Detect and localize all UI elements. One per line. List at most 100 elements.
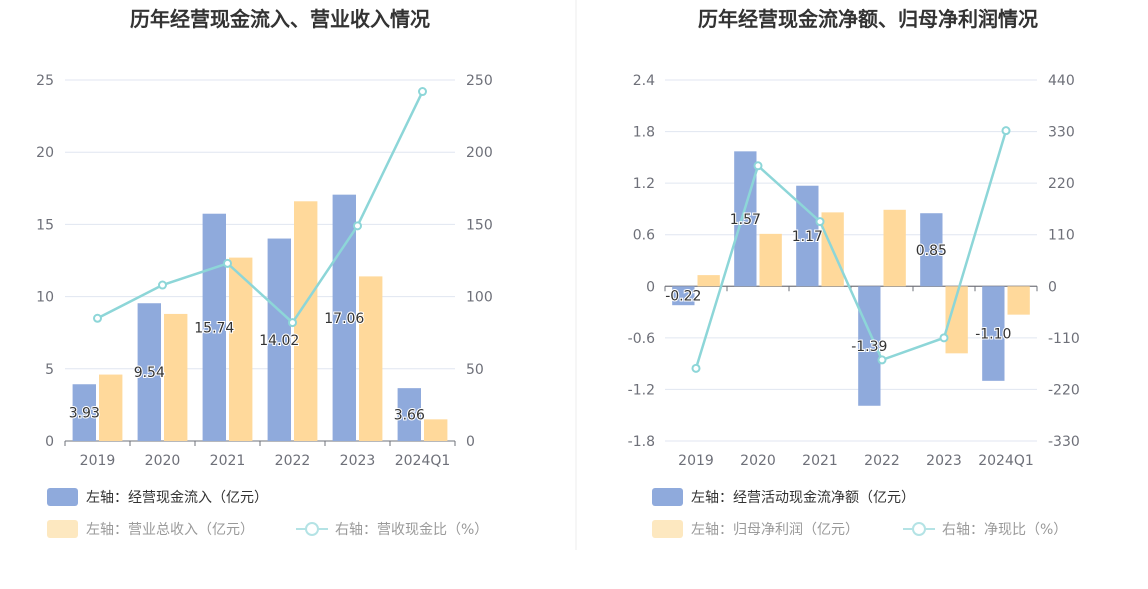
right-tick-label: 0 (1048, 279, 1057, 295)
bar-series-1 (920, 213, 943, 287)
left-tick-label: 15 (36, 217, 54, 233)
bar-data-label: 9.54 (134, 365, 165, 381)
bar-series-2 (229, 257, 253, 441)
bar-series-2 (883, 209, 906, 287)
right-tick-label: 200 (466, 145, 493, 161)
chart-1-legend-swatch-2[interactable] (47, 520, 78, 538)
left-tick-label: 20 (36, 145, 54, 161)
bar-data-label: 1.17 (792, 229, 823, 245)
bar-series-1 (267, 238, 291, 441)
chart-1-bars (72, 194, 448, 441)
chart-1-title: 历年经营现金流入、营业收入情况 (130, 7, 430, 31)
bar-series-1 (672, 286, 695, 306)
left-tick-label: -1.2 (628, 382, 655, 398)
bar-series-2 (945, 286, 968, 354)
chart-2-title: 历年经营现金流净额、归母净利润情况 (698, 7, 1038, 31)
x-tick-label: 2021 (210, 453, 246, 469)
line-point (877, 355, 887, 365)
chart-2-legend: 左轴：经营活动现金流净额（亿元） 左轴：归母净利润（亿元） 右轴：净现比（%） (652, 488, 1067, 538)
right-tick-label: 0 (466, 434, 475, 450)
bar-series-1 (72, 384, 96, 441)
right-tick-label: 440 (1048, 73, 1075, 89)
bar-series-2 (759, 233, 782, 287)
left-tick-label: 5 (45, 362, 54, 378)
line-point (223, 258, 232, 268)
chart-2-legend-label-2[interactable]: 左轴：归母净利润（亿元） (691, 521, 859, 538)
bar-data-label: -0.22 (665, 289, 701, 305)
bar-series-2 (164, 313, 188, 441)
line-point (158, 280, 167, 290)
chart-2-legend-line-swatch[interactable] (903, 522, 935, 536)
bar-data-label: 0.85 (916, 243, 947, 259)
chart-2-line-series (691, 126, 1011, 373)
x-tick-label: 2023 (926, 453, 962, 469)
line-point (753, 161, 763, 171)
chart-1-legend-line-swatch[interactable] (296, 522, 328, 536)
right-tick-label: -330 (1048, 434, 1080, 450)
chart-2-bars (672, 151, 1030, 406)
left-tick-label: 0.6 (633, 228, 655, 244)
right-tick-label: -110 (1048, 331, 1080, 347)
bar-data-label: 15.74 (194, 320, 234, 336)
bar-data-label: 17.06 (324, 311, 364, 327)
left-tick-label: 2.4 (633, 73, 655, 89)
chart-1-legend-swatch-1[interactable] (47, 488, 78, 506)
x-tick-label: 2022 (864, 453, 900, 469)
right-tick-label: 250 (466, 73, 493, 89)
bar-data-label: 3.66 (394, 408, 425, 424)
bar-series-2 (424, 419, 448, 441)
bar-series-1 (796, 185, 819, 287)
left-tick-label: -1.8 (628, 434, 655, 450)
line-point (288, 318, 297, 328)
chart-1-tick-labels: 0 0 5 50 10 100 15 150 20 200 25 250 2019 2020 2021 202… (36, 73, 493, 469)
chart-2-legend-label-3[interactable]: 右轴：净现比（%） (942, 522, 1067, 538)
chart-2-tick-labels: -1.8 -330 -1.2 -220 -0.6 -110 0 0 0.6 110 1.2 220 1.… (628, 73, 1080, 469)
chart-1-legend-label-3[interactable]: 右轴：营收现金比（%） (335, 522, 488, 538)
chart-1-legend: 左轴：经营现金流入（亿元） 左轴：营业总收入（亿元） 右轴：营收现金比（%） (47, 488, 488, 538)
chart-1-legend-label-2[interactable]: 左轴：营业总收入（亿元） (86, 522, 254, 538)
bar-series-2 (99, 374, 123, 441)
x-tick-label: 2020 (145, 453, 181, 469)
line-point (939, 333, 949, 343)
left-tick-label: 10 (36, 290, 54, 306)
right-tick-label: 110 (1048, 228, 1075, 244)
x-tick-label: 2024Q1 (395, 453, 451, 469)
line-point (1001, 126, 1011, 136)
line-point (353, 221, 362, 231)
bar-series-2 (1007, 286, 1030, 315)
chart-2-legend-swatch-2[interactable] (652, 520, 683, 538)
x-tick-label: 2020 (740, 453, 776, 469)
chart-2-legend-swatch-1[interactable] (652, 488, 683, 506)
chart-2: 历年经营现金流净额、归母净利润情况 -0.22 1.57 1.17 -1.39 0.85… (628, 7, 1080, 538)
chart-2-legend-label-1[interactable]: 左轴：经营活动现金流净额（亿元） (691, 490, 915, 506)
line-series-path (96, 91, 424, 325)
x-tick-label: 2019 (80, 453, 116, 469)
chart-1: 历年经营现金流入、营业收入情况 3.939.5415.7414.0217.063… (36, 7, 493, 538)
bar-data-label: 1.57 (730, 212, 761, 228)
left-tick-label: 0 (646, 279, 655, 295)
bar-data-label: 14.02 (259, 333, 299, 349)
line-point (815, 217, 825, 227)
chart-1-line-series (93, 87, 427, 328)
chart-1-gridlines (64, 79, 456, 446)
line-series-path (694, 130, 1008, 369)
right-tick-label: 150 (466, 217, 493, 233)
x-tick-label: 2022 (275, 453, 311, 469)
bar-data-label: -1.39 (851, 339, 887, 355)
chart-2-data-labels: -0.22 1.57 1.17 -1.39 0.85 -1.10 (664, 211, 1012, 356)
x-tick-label: 2021 (802, 453, 838, 469)
bar-series-2 (359, 276, 383, 441)
chart-1-data-labels: 3.93 9.54 15.74 14.02 17.06 3.66 (68, 310, 426, 425)
left-tick-label: 25 (36, 73, 54, 89)
line-point (418, 87, 427, 97)
x-tick-label: 2023 (340, 453, 376, 469)
bar-series-1 (982, 286, 1005, 381)
right-tick-label: -220 (1048, 382, 1080, 398)
bar-data-label: -1.10 (975, 327, 1011, 343)
right-tick-label: 220 (1048, 176, 1075, 192)
line-point (93, 313, 102, 323)
chart-1-legend-label-1[interactable]: 左轴：经营现金流入（亿元） (86, 490, 268, 506)
bar-series-2 (697, 275, 720, 287)
x-tick-label: 2019 (678, 453, 714, 469)
